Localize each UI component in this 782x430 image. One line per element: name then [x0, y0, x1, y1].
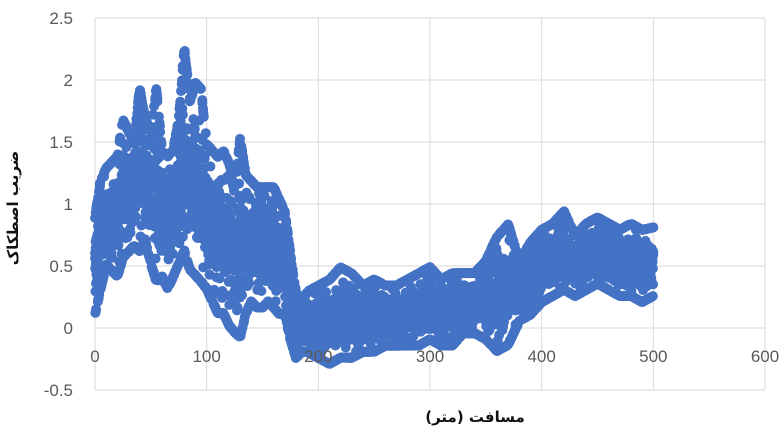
data-point	[121, 141, 132, 152]
data-point	[155, 126, 166, 137]
data-point	[167, 248, 178, 259]
data-point	[244, 278, 255, 289]
data-point	[198, 111, 209, 122]
data-point	[130, 212, 141, 223]
data-point	[113, 240, 124, 251]
data-point	[150, 253, 161, 264]
data-point	[256, 286, 267, 297]
data-point	[152, 96, 163, 107]
data-point	[205, 161, 216, 172]
data-point	[200, 128, 211, 139]
data-point	[270, 296, 281, 307]
data-point	[237, 290, 248, 301]
data-point	[156, 167, 167, 178]
data-point	[234, 178, 245, 189]
data-point	[232, 302, 243, 313]
data-point	[91, 304, 102, 315]
data-point	[195, 83, 206, 94]
data-point	[177, 109, 188, 120]
data-point	[136, 220, 147, 231]
data-points	[90, 46, 659, 369]
data-point	[125, 227, 136, 238]
data-point	[156, 139, 167, 150]
